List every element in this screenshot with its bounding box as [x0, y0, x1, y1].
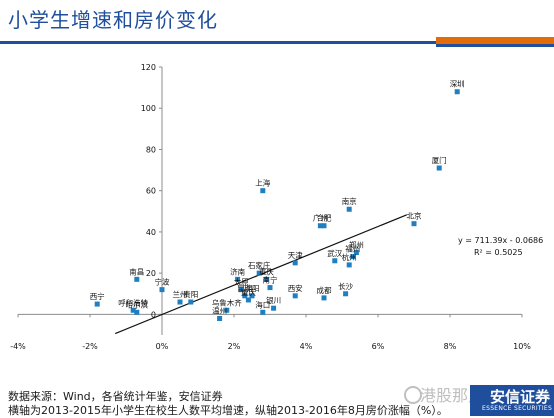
- data-point-label: 贵阳: [183, 289, 198, 299]
- data-point-label: 合肥: [317, 213, 332, 223]
- data-point-label: 昆明: [237, 284, 252, 293]
- data-point-label: 上海: [255, 178, 270, 188]
- x-tick-label: 6%: [372, 342, 385, 351]
- data-point-label: 天津: [288, 251, 303, 260]
- chart-axes: -4% -2% 0% 2% 4% 6% 8% 10% 0 20 40 60 80 100 120: [10, 63, 531, 351]
- x-tick-label: -4%: [10, 342, 26, 351]
- data-point-label: 海口: [255, 299, 270, 309]
- data-point-marker: [130, 307, 136, 313]
- data-point-marker: [242, 293, 248, 299]
- data-point-label: 南昌: [129, 266, 144, 276]
- data-source-note: 数据来源：Wind，各省统计年鉴，安信证券: [8, 390, 223, 403]
- y-tick-label: 0: [151, 310, 156, 319]
- trendline-equation: y = 711.39x - 0.0686: [458, 236, 543, 245]
- data-point-marker: [249, 293, 255, 299]
- data-point-marker: [260, 188, 266, 194]
- data-point-marker: [245, 297, 251, 303]
- data-point-label: 石家庄: [248, 260, 271, 270]
- data-point-label: 西宁: [90, 291, 105, 301]
- data-point-label: 武汉: [327, 248, 342, 258]
- company-logo: 安信证券 ESSENCE SECURITIES: [470, 385, 554, 416]
- data-point-marker: [256, 270, 262, 276]
- data-point-label: 南京: [342, 196, 357, 206]
- data-point-marker: [271, 305, 277, 311]
- data-point-label: 温州: [212, 307, 227, 316]
- data-point-marker: [177, 299, 183, 305]
- x-tick-label: 0%: [156, 342, 169, 351]
- logo-name: 安信证券: [490, 388, 551, 406]
- page-title: 小学生增速和房价变化: [8, 8, 218, 32]
- data-point-marker: [224, 307, 230, 313]
- x-tick-label: 4%: [300, 342, 313, 351]
- data-point-marker: [188, 299, 194, 305]
- data-point-label: 广州: [313, 213, 328, 223]
- wechat-icon: [404, 386, 422, 404]
- scatter-chart: -4% -2% 0% 2% 4% 6% 8% 10% 0 20 40 60 80 100 120 深圳厦门上…: [10, 63, 543, 351]
- x-tick-label: 10%: [513, 342, 531, 351]
- data-point-label: 厦门: [432, 156, 447, 165]
- data-point-marker: [317, 223, 323, 229]
- data-point-marker: [350, 254, 356, 260]
- y-tick-label: 20: [146, 269, 156, 278]
- data-point-label: 哈尔滨: [126, 299, 149, 309]
- y-tick-label: 120: [141, 63, 156, 72]
- axis-explanation-note: 横轴为2013-2015年小学生在校生人数平均增速，纵轴2013-2016年8月…: [8, 404, 448, 417]
- data-point-marker: [263, 276, 269, 282]
- data-point-marker: [346, 262, 352, 268]
- data-point-marker: [134, 276, 140, 282]
- data-point-label: 兰州: [173, 289, 188, 299]
- x-tick-label: 2%: [228, 342, 241, 351]
- data-point-marker: [292, 260, 298, 266]
- data-point-marker: [267, 285, 273, 291]
- chart-annotations: y = 711.39x - 0.0686 R² = 0.5025: [458, 236, 543, 257]
- data-point-marker: [292, 293, 298, 299]
- data-point-marker: [346, 206, 352, 212]
- data-point-label: 成都: [317, 285, 332, 295]
- header-divider: [0, 41, 470, 44]
- data-point-marker: [411, 221, 417, 227]
- y-tick-label: 80: [146, 145, 156, 154]
- data-point-marker: [321, 295, 327, 301]
- x-tick-label: -2%: [82, 342, 98, 351]
- data-point-label: 乌鲁木齐: [212, 297, 242, 307]
- data-point-label: 杭州: [342, 252, 357, 262]
- data-point-label: 重庆: [259, 266, 274, 276]
- data-point-marker: [159, 287, 165, 293]
- data-point-marker: [321, 223, 327, 229]
- data-point-marker: [454, 89, 460, 95]
- data-point-marker: [134, 309, 140, 315]
- data-point-label: 南宁: [263, 275, 278, 285]
- data-point-label: 呼和浩特: [118, 297, 148, 307]
- data-point-label: 重庆: [241, 287, 256, 297]
- data-point-label: 沈阳: [245, 283, 260, 293]
- data-point-marker: [436, 165, 442, 171]
- data-point-marker: [235, 276, 241, 282]
- data-point-marker: [343, 291, 349, 297]
- data-point-label: 长沙: [338, 281, 353, 291]
- y-tick-label: 40: [146, 228, 156, 237]
- data-point-marker: [94, 301, 100, 307]
- data-point-label: 北京: [407, 211, 422, 221]
- data-point-marker: [332, 258, 338, 264]
- data-point-label: 福州: [345, 245, 360, 254]
- trendline-r2: R² = 0.5025: [474, 248, 523, 257]
- data-point-marker: [260, 309, 266, 315]
- data-point-label: 深圳: [450, 79, 465, 89]
- data-point-marker: [217, 316, 223, 322]
- header-accent-bar: [436, 37, 554, 44]
- data-point-marker: [353, 250, 359, 256]
- data-point-marker: [238, 287, 244, 293]
- data-point-label: 济南: [230, 266, 245, 276]
- data-point-label: 宁波: [155, 277, 170, 287]
- data-point-label: 郑州: [349, 240, 364, 250]
- data-point-label: 太原: [234, 277, 249, 287]
- header-accent-underline: [436, 44, 554, 47]
- y-tick-label: 100: [141, 104, 156, 113]
- y-tick-label: 60: [146, 187, 156, 196]
- x-tick-label: 8%: [444, 342, 457, 351]
- logo-english-name: ESSENCE SECURITIES: [482, 405, 553, 412]
- data-point-label: 西安: [288, 283, 303, 293]
- data-point-label: 银川: [266, 296, 281, 305]
